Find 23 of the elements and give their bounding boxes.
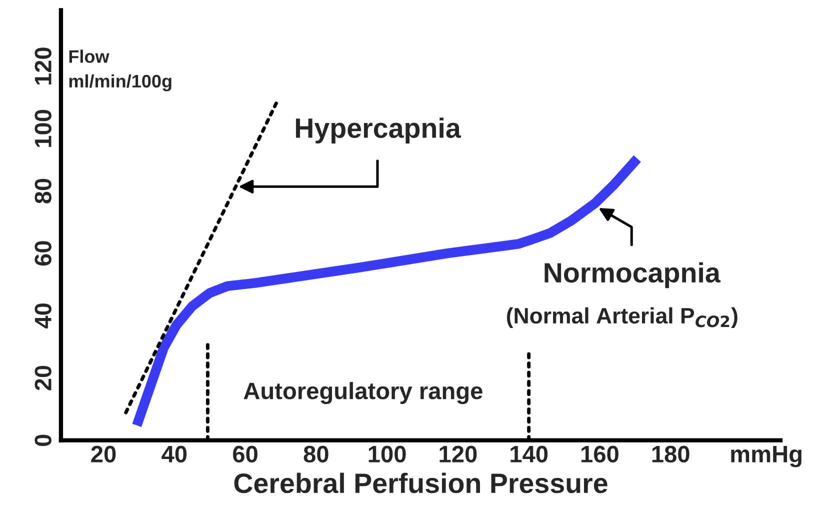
x-tick-label: 60 bbox=[233, 446, 258, 463]
y-tick-label: 60 bbox=[34, 241, 52, 266]
y-tick-label: 100 bbox=[34, 110, 52, 147]
x-tick-label: 20 bbox=[91, 446, 116, 463]
x-tick-label: 140 bbox=[510, 446, 548, 463]
annotation: (Normal Arterial P$_{CO2}$) bbox=[506, 307, 738, 328]
x-tick-label: 120 bbox=[440, 446, 477, 463]
x-tick-label: 40 bbox=[162, 446, 187, 463]
y-axis-title: Flow ml/min/100g bbox=[69, 50, 172, 92]
y-tick-label: 20 bbox=[34, 366, 52, 390]
y-tick-label: 80 bbox=[34, 178, 52, 204]
annotation: Autoregulatory range bbox=[244, 382, 482, 404]
x-tick-label: mmHg bbox=[731, 446, 802, 468]
y-tick-label: 0 bbox=[34, 434, 52, 446]
annotation: Hypercapnia bbox=[296, 118, 462, 144]
y-tick-label: 120 bbox=[34, 48, 52, 85]
annotation: Normocapnia bbox=[544, 262, 721, 288]
x-axis-title: Cerebral Perfusion Pressure bbox=[234, 472, 608, 494]
x-tick-label: 180 bbox=[652, 446, 690, 463]
y-tick-label: 40 bbox=[34, 303, 52, 328]
x-tick-label: 160 bbox=[582, 446, 618, 463]
x-tick-label: 100 bbox=[368, 446, 406, 463]
x-tick-label: 80 bbox=[304, 446, 328, 463]
